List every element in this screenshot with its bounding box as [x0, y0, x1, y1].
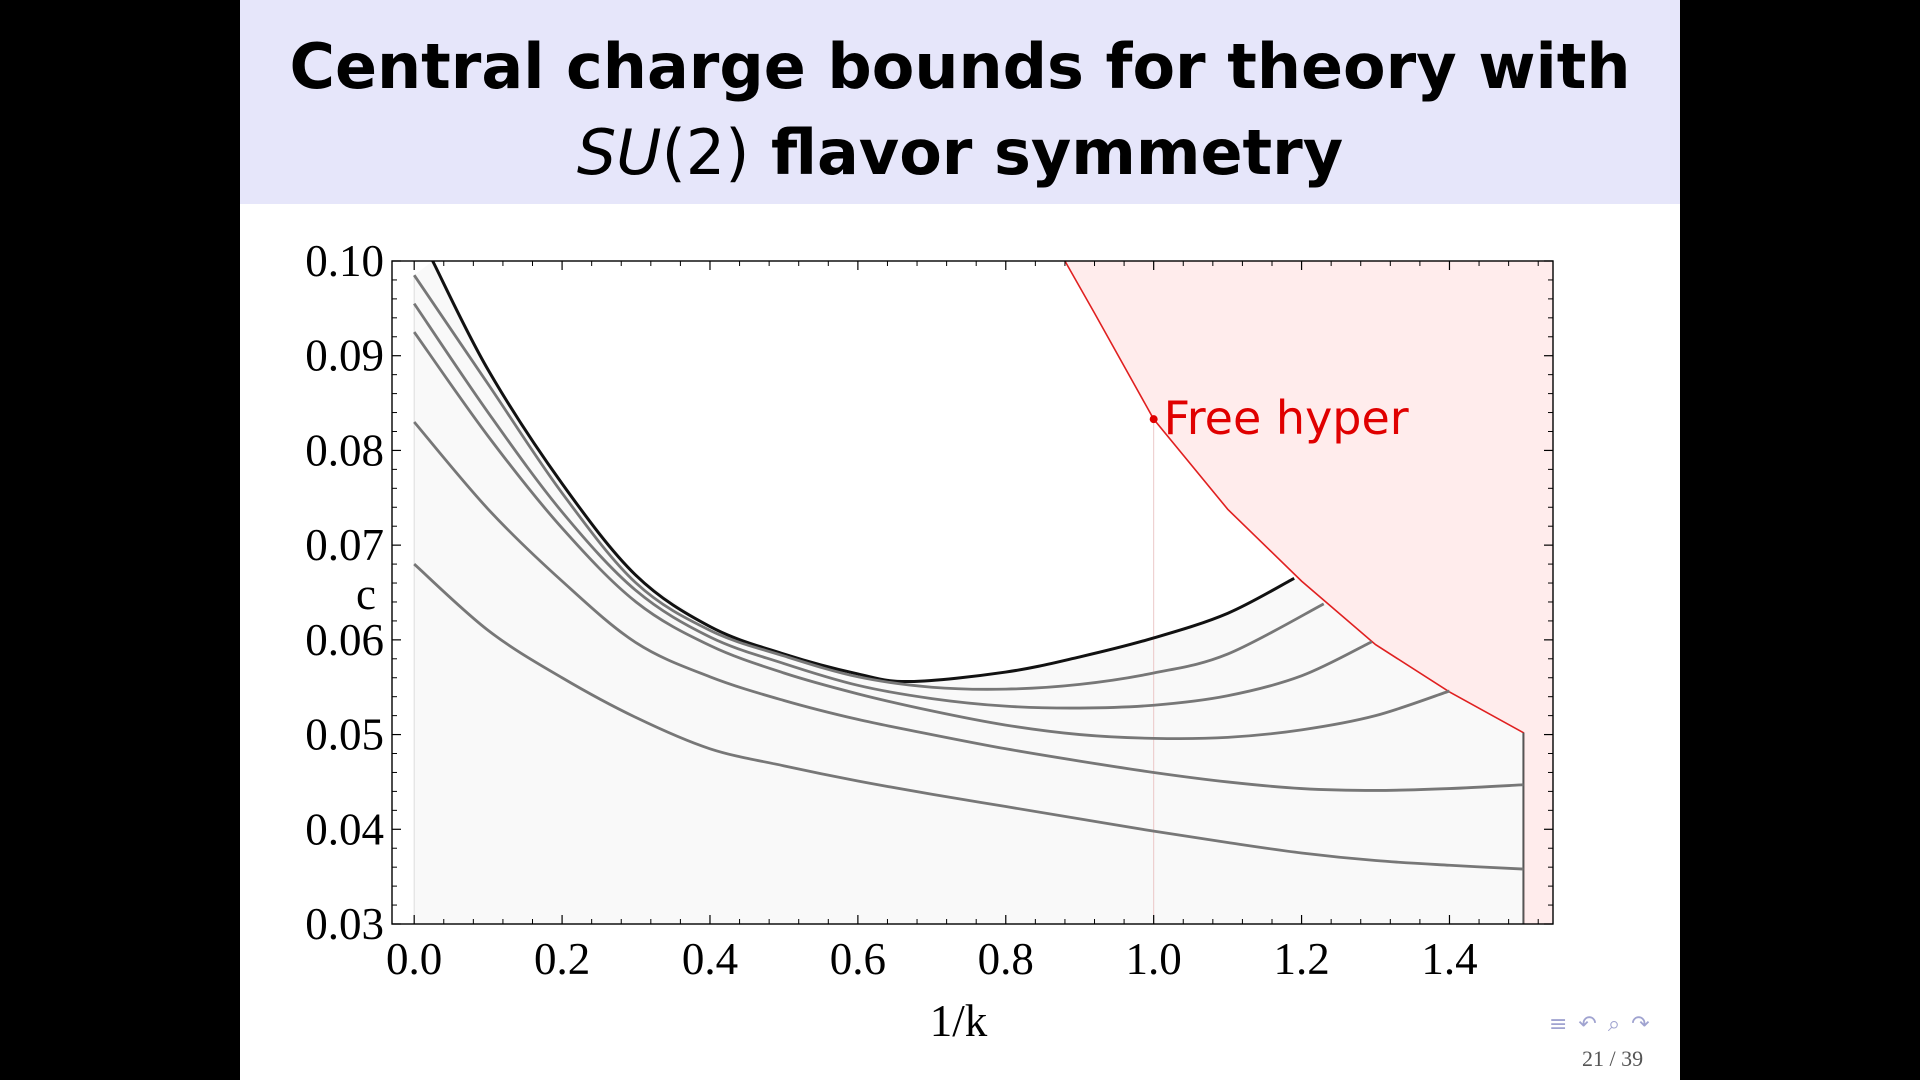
bound-curve-5: [413, 421, 1524, 792]
title-math-2: (2): [661, 116, 750, 189]
page-number: 21 / 39: [1582, 1046, 1644, 1071]
slide-title-line-1: Central charge bounds for theory with: [289, 30, 1631, 103]
slide: Central charge bounds for theory with SU…: [240, 0, 1680, 1080]
y-tick-label: 0.04: [305, 804, 384, 854]
bound-curve-4: [413, 331, 1450, 741]
bound-curve-3: [413, 302, 1373, 710]
y-tick-label: 0.05: [305, 710, 384, 760]
y-tick-label: 0.07: [305, 520, 384, 570]
x-tick-label: 1.2: [1273, 934, 1329, 984]
bound-curve-1: [431, 261, 1295, 684]
title-line-2-rest: flavor symmetry: [749, 116, 1344, 189]
x-axis-title: 1/k: [930, 996, 988, 1046]
excluded-region-edge: [1064, 260, 1525, 924]
x-tick-label: 0.4: [682, 934, 738, 984]
x-tick-label: 1.4: [1421, 934, 1477, 984]
beamer-nav-icons[interactable]: ≡ ↶ ⌕ ↷: [1549, 1012, 1652, 1037]
y-axis-title: c: [356, 569, 376, 619]
y-tick-label: 0.06: [305, 615, 384, 665]
y-tick-label: 0.03: [305, 899, 384, 949]
x-tick-label: 0.8: [978, 934, 1034, 984]
x-tick-label: 0.6: [830, 934, 886, 984]
x-tick-label: 0.0: [386, 934, 442, 984]
slide-title-line-2: SU(2) flavor symmetry: [240, 122, 1680, 184]
y-tick-label: 0.10: [305, 236, 384, 286]
title-math-su: SU: [576, 116, 662, 189]
y-tick-label: 0.09: [305, 331, 384, 381]
bound-curve-6: [413, 563, 1524, 871]
free-hyper-point: [1149, 415, 1158, 424]
y-tick-label: 0.08: [305, 425, 384, 475]
allowed-region: [414, 261, 1524, 924]
x-tick-label: 1.0: [1126, 934, 1182, 984]
excluded-region: [1064, 261, 1553, 924]
title-bar: Central charge bounds for theory with SU…: [240, 0, 1680, 204]
plot-frame: [391, 260, 1554, 925]
bound-curve-2: [413, 274, 1325, 691]
free-hyper-label: Free hyper: [1164, 391, 1409, 445]
central-charge-plot: 0.0 0.2 0.4 0.6 0.8 1.0 1.2 1.4 0.03 0.04 0.05 0.06…: [305, 236, 1554, 1046]
x-tick-label: 0.2: [534, 934, 590, 984]
